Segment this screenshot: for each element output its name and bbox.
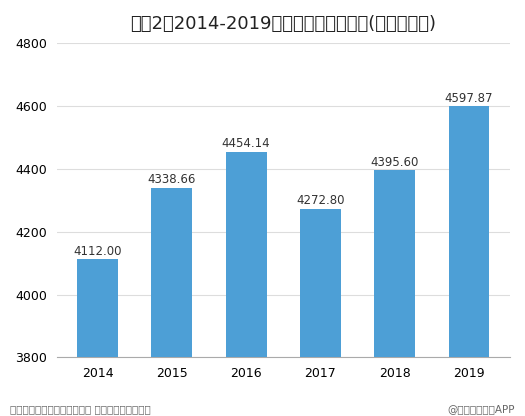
Title: 图表2：2014-2019年中国茶叶种植面积(单位：万亩): 图表2：2014-2019年中国茶叶种植面积(单位：万亩) [130, 15, 436, 33]
Text: 4395.60: 4395.60 [371, 156, 419, 168]
Text: 资料来源：中国茶叶流通协会 前瞻产业研究院整理: 资料来源：中国茶叶流通协会 前瞻产业研究院整理 [10, 404, 151, 414]
Text: 4597.87: 4597.87 [445, 92, 493, 105]
Text: 4112.00: 4112.00 [74, 245, 122, 258]
Bar [152, 188, 192, 416]
Bar [226, 152, 267, 416]
Bar [77, 259, 118, 416]
Text: 4454.14: 4454.14 [222, 137, 270, 150]
Bar [374, 170, 415, 416]
Text: 4272.80: 4272.80 [296, 194, 345, 207]
Bar [448, 106, 489, 416]
Text: @前瞻经济学人APP: @前瞻经济学人APP [447, 404, 514, 414]
Bar [300, 209, 341, 416]
Text: 4338.66: 4338.66 [148, 173, 196, 186]
